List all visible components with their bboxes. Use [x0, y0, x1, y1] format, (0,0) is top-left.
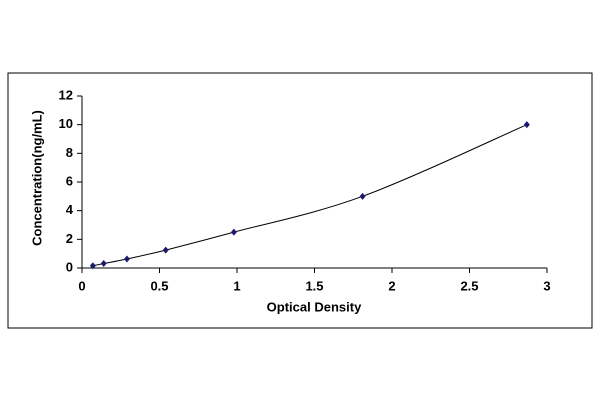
y-tick-label: 8 [66, 145, 73, 160]
y-tick-label: 2 [66, 231, 73, 246]
data-point [89, 262, 96, 270]
data-point [123, 255, 130, 263]
x-tick-label: 2 [388, 278, 395, 293]
data-point [523, 121, 530, 129]
y-tick-label: 6 [66, 173, 73, 188]
x-tick-label: 2.5 [460, 278, 478, 293]
chart-border [7, 72, 593, 329]
y-tick-label: 0 [66, 259, 73, 274]
data-point [230, 228, 237, 236]
x-tick-label: 1.5 [305, 278, 323, 293]
y-tick-label: 12 [59, 87, 73, 102]
x-tick-label: 3 [543, 278, 550, 293]
x-tick-label: 0 [78, 278, 85, 293]
x-tick-label: 1 [233, 278, 240, 293]
data-point [100, 260, 107, 268]
x-axis-label: Optical Density [267, 299, 362, 314]
data-point [359, 192, 366, 200]
fit-curve [92, 124, 528, 267]
y-tick-label: 10 [59, 116, 73, 131]
x-tick-label: 0.5 [150, 278, 168, 293]
data-point [162, 246, 169, 254]
y-axis-label: Concentration(ng/mL) [29, 110, 44, 246]
y-tick-label: 4 [66, 202, 74, 217]
